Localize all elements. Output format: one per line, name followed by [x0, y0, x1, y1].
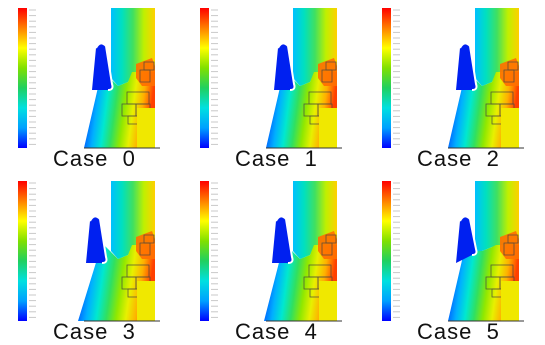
case-panel-3: Case 3	[0, 173, 181, 345]
finger-gap-outline	[89, 215, 108, 264]
case-panel-5: Case 5	[364, 173, 545, 345]
finger-gap-outline	[275, 215, 294, 264]
case-caption-number: 2	[486, 146, 500, 171]
finger-gap-outline	[95, 42, 114, 91]
colorbar	[382, 8, 391, 148]
case-caption-word: Case	[235, 319, 291, 344]
case-caption-number: 1	[304, 146, 318, 171]
contour-image-0	[18, 8, 160, 149]
colorbar-ticks	[29, 182, 36, 318]
case-panel-2: Case 2	[364, 0, 545, 172]
block-edge	[519, 281, 523, 321]
case-caption: Case 3	[53, 319, 136, 345]
colorbar-ticks	[211, 9, 218, 145]
case-caption-number: 5	[486, 319, 500, 344]
block-edge	[155, 281, 159, 321]
contour-image-1	[200, 8, 342, 149]
finger-gap-outline	[459, 42, 478, 91]
finger-gap-outline	[459, 215, 478, 256]
block-edge	[337, 281, 341, 321]
case-caption: Case 5	[417, 319, 500, 345]
block-edge	[155, 108, 159, 148]
block-edge	[519, 108, 523, 148]
contour-image-5	[382, 181, 524, 322]
case-caption: Case 0	[53, 146, 136, 172]
case-caption: Case 4	[235, 319, 318, 345]
contour-image-2	[382, 8, 524, 149]
colorbar	[200, 8, 209, 148]
colorbar	[18, 181, 27, 321]
lower-right-block	[137, 281, 155, 321]
case-panel-1: Case 1	[182, 0, 363, 172]
case-panel-4: Case 4	[182, 173, 363, 345]
contour-image-4	[200, 181, 342, 322]
case-caption-word: Case	[235, 146, 291, 171]
colorbar-ticks	[393, 182, 400, 318]
colorbar-ticks	[393, 9, 400, 145]
case-caption-word: Case	[417, 146, 473, 171]
lower-right-block	[319, 108, 337, 148]
lower-right-block	[501, 281, 519, 321]
case-caption-word: Case	[53, 319, 109, 344]
component-outlines	[121, 61, 155, 125]
lower-right-block	[501, 108, 519, 148]
case-caption: Case 1	[235, 146, 318, 172]
case-caption-word: Case	[53, 146, 109, 171]
colorbar-ticks	[29, 9, 36, 145]
case-caption-number: 3	[122, 319, 136, 344]
finger-gap-outline	[277, 42, 296, 91]
case-caption-word: Case	[417, 319, 473, 344]
colorbar	[382, 181, 391, 321]
colorbar	[18, 8, 27, 148]
case-caption: Case 2	[417, 146, 500, 172]
temperature-field-channel	[475, 181, 519, 251]
colorbar-ticks	[211, 182, 218, 318]
colorbar	[200, 181, 209, 321]
block-edge	[337, 108, 341, 148]
lower-right-block	[137, 108, 155, 148]
lower-right-block	[319, 281, 337, 321]
case-caption-number: 0	[122, 146, 136, 171]
case-caption-number: 4	[304, 319, 318, 344]
contour-image-3	[18, 181, 160, 322]
case-panel-0: Case 0	[0, 0, 181, 172]
